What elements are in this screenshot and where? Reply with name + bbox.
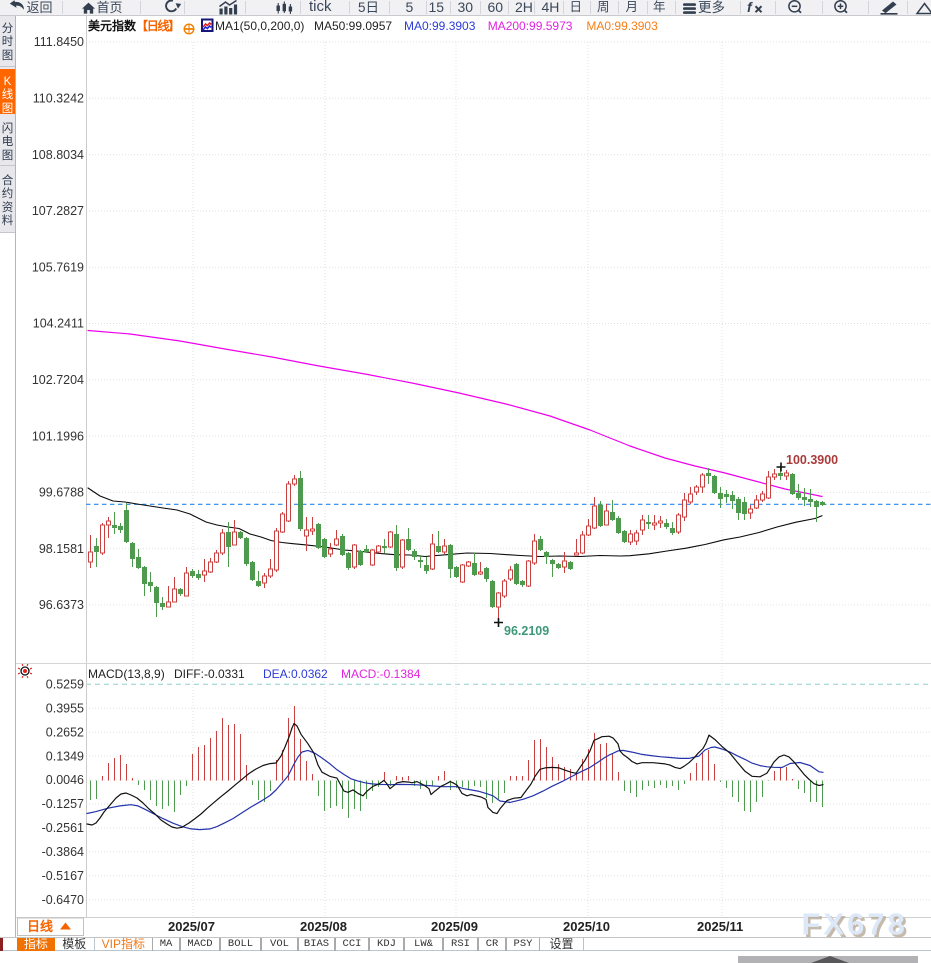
svg-text:美元指数【日线】: 美元指数【日线】 (88, 18, 179, 33)
svg-text:107.2827: 107.2827 (32, 204, 84, 218)
svg-text:2025/10: 2025/10 (563, 919, 610, 934)
svg-text:2025/11: 2025/11 (697, 919, 743, 934)
svg-text:MA0:99.3903: MA0:99.3903 (586, 19, 658, 33)
svg-text:105.7619: 105.7619 (32, 260, 84, 274)
svg-text:0.5259: 0.5259 (46, 678, 84, 692)
svg-text:FX678: FX678 (804, 909, 910, 944)
svg-text:MA0:99.3903: MA0:99.3903 (404, 19, 476, 33)
svg-text:100.3900: 100.3900 (786, 453, 838, 467)
svg-text:DEA:0.0362: DEA:0.0362 (263, 667, 328, 681)
svg-text:2025/09: 2025/09 (431, 919, 478, 934)
svg-text:110.3242: 110.3242 (33, 92, 84, 106)
svg-text:2025/08: 2025/08 (300, 919, 347, 934)
svg-text:MA50:99.0957: MA50:99.0957 (314, 19, 392, 33)
svg-text:99.6788: 99.6788 (39, 486, 84, 500)
svg-text:101.1996: 101.1996 (32, 429, 84, 443)
svg-text:96.6373: 96.6373 (39, 598, 84, 612)
svg-text:MACD(13,8,9): MACD(13,8,9) (88, 667, 165, 681)
svg-text:0.3955: 0.3955 (46, 701, 84, 715)
svg-text:FX678: FX678 (802, 907, 908, 942)
svg-text:104.2411: 104.2411 (33, 317, 84, 331)
svg-text:0.0046: 0.0046 (46, 773, 84, 787)
svg-text:0.2652: 0.2652 (46, 725, 84, 739)
svg-text:-0.6470: -0.6470 (42, 893, 84, 907)
svg-text:108.8034: 108.8034 (32, 148, 84, 162)
svg-text:DIFF:-0.0331: DIFF:-0.0331 (174, 667, 245, 681)
svg-text:-0.1257: -0.1257 (42, 797, 84, 811)
svg-text:-0.5167: -0.5167 (42, 869, 84, 883)
svg-text:MA200:99.5973: MA200:99.5973 (488, 19, 573, 33)
svg-text:98.1581: 98.1581 (39, 542, 84, 556)
svg-text:-0.2561: -0.2561 (42, 821, 84, 835)
svg-text:0.1349: 0.1349 (46, 749, 84, 763)
svg-text:2025/07: 2025/07 (168, 919, 215, 934)
svg-text:日线: 日线 (27, 919, 53, 934)
svg-text:96.2109: 96.2109 (504, 624, 549, 638)
svg-text:MA1(50,0,200,0): MA1(50,0,200,0) (215, 19, 304, 33)
svg-text:111.8450: 111.8450 (34, 35, 84, 49)
svg-text:102.7204: 102.7204 (32, 373, 84, 387)
svg-text:MACD:-0.1384: MACD:-0.1384 (341, 667, 421, 681)
svg-text:f: f (747, 0, 753, 15)
svg-text:-0.3864: -0.3864 (42, 845, 84, 859)
